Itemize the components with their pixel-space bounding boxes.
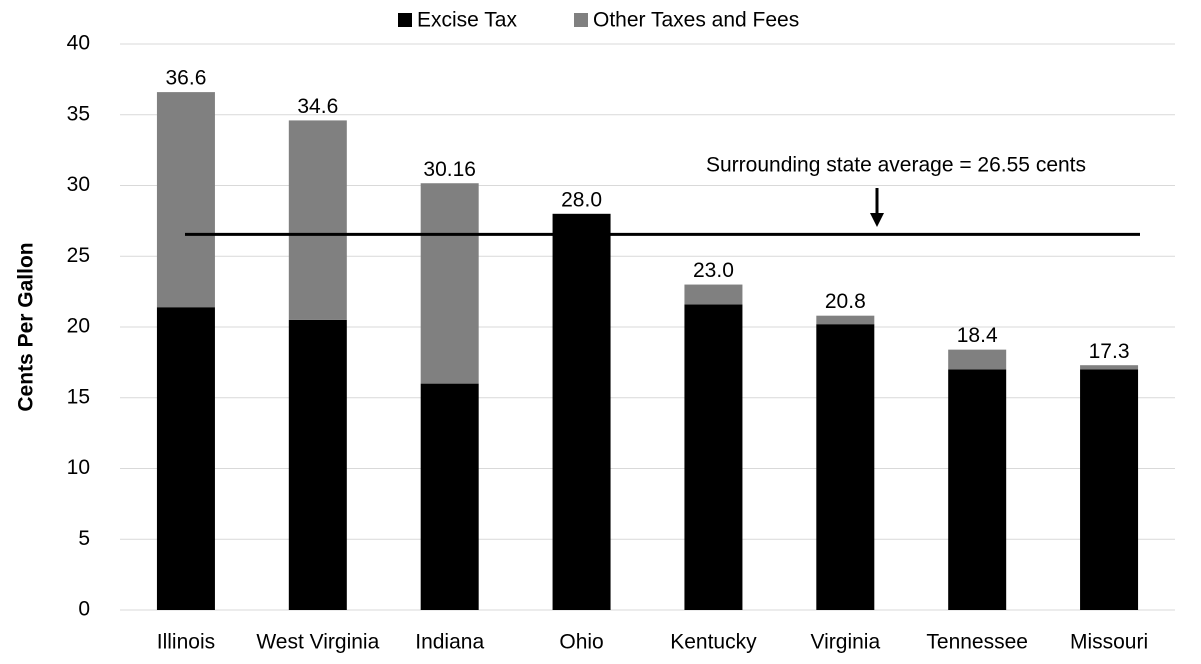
- bar-segment: [288, 319, 347, 610]
- total-label: 17.3: [1089, 340, 1130, 363]
- y-tick-label: 0: [78, 598, 90, 621]
- y-tick-label: 30: [67, 173, 90, 196]
- y-tick-label: 25: [67, 244, 90, 267]
- x-tick-label: Illinois: [157, 631, 215, 654]
- y-tick-label: 40: [67, 32, 90, 55]
- y-tick-label: 15: [67, 385, 90, 408]
- bar-segment: [948, 349, 1007, 370]
- y-tick-label: 5: [78, 527, 90, 550]
- legend-label: Other Taxes and Fees: [593, 9, 799, 32]
- bar-segment: [816, 315, 875, 325]
- legend-swatch: [574, 13, 588, 27]
- total-label: 34.6: [297, 95, 338, 118]
- x-tick-label: West Virginia: [256, 631, 379, 654]
- y-tick-label: 35: [67, 102, 90, 125]
- bar-segment: [816, 324, 875, 610]
- x-tick-label: Missouri: [1070, 631, 1148, 654]
- bar-segment: [288, 120, 347, 320]
- annotation: Surrounding state average = 26.55 cents: [706, 154, 1086, 177]
- x-tick-label: Kentucky: [670, 631, 757, 654]
- bar-segment: [156, 307, 215, 610]
- bar-segment: [1080, 365, 1139, 370]
- x-tick-label: Virginia: [810, 631, 880, 654]
- bar-segment: [1080, 369, 1139, 610]
- bar-segment: [552, 213, 611, 611]
- bar-segment: [420, 183, 479, 384]
- legend-label: Excise Tax: [417, 9, 517, 32]
- bar-segment: [948, 369, 1007, 610]
- y-tick-label: 10: [67, 456, 90, 479]
- y-axis-title: Cents Per Gallon: [15, 242, 38, 411]
- total-label: 28.0: [561, 188, 602, 211]
- total-label: 20.8: [825, 290, 866, 313]
- x-tick-label: Tennessee: [926, 631, 1028, 654]
- bar-segment: [156, 92, 215, 308]
- x-tick-label: Indiana: [415, 631, 484, 654]
- total-label: 36.6: [166, 67, 207, 90]
- bar-segment: [684, 304, 743, 610]
- x-tick-label: Ohio: [559, 631, 603, 654]
- bar-segment: [420, 383, 479, 610]
- bar-segment: [684, 284, 743, 305]
- legend-swatch: [398, 13, 412, 27]
- total-label: 23.0: [693, 259, 734, 282]
- total-label: 18.4: [957, 324, 998, 347]
- annotation-arrowhead: [870, 213, 884, 227]
- total-label: 30.16: [423, 158, 476, 181]
- y-tick-label: 20: [67, 315, 90, 338]
